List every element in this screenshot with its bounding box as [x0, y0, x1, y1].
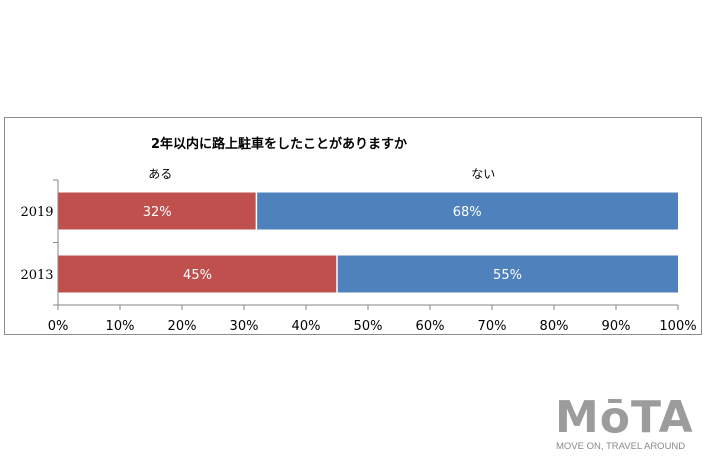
x-tick-label-2: 20%: [168, 319, 197, 334]
logo-wordmark: MōTA: [555, 392, 694, 443]
chart-frame: 2年以内に路上駐車をしたことがありますか ある ない 32% 68% 45% 55% 2…: [4, 117, 702, 335]
chart-title: 2年以内に路上駐車をしたことがありますか: [151, 136, 407, 152]
x-tick-label-9: 90%: [602, 319, 631, 334]
legend-label-0: ある: [148, 167, 172, 181]
x-tick-label-3: 30%: [230, 319, 259, 334]
x-tick-label-8: 80%: [540, 319, 569, 334]
category-label-2019: 2019: [20, 205, 53, 220]
x-tick-label-1: 10%: [106, 319, 135, 334]
bar-2019-1: [256, 192, 678, 230]
stacked-bar-chart: 2年以内に路上駐車をしたことがありますか ある ない 32% 68% 45% 55% 2…: [20, 136, 696, 334]
x-tick-label-4: 40%: [292, 319, 321, 334]
logo-tagline: MOVE ON, TRAVEL AROUND: [556, 441, 685, 452]
category-label-2013: 2013: [20, 268, 53, 283]
data-label-2013-0: 45%: [183, 268, 212, 283]
x-tick-label-5: 50%: [354, 319, 383, 334]
x-tick-label-6: 60%: [416, 319, 445, 334]
bar-2019-0: [58, 192, 257, 230]
x-tick-label-10: 100%: [659, 319, 696, 334]
bar-2013-1: [337, 255, 678, 293]
bar-2013-0: [58, 255, 337, 293]
mota-logo: MōTA MOVE ON, TRAVEL AROUND: [555, 392, 694, 452]
data-label-2013-1: 55%: [493, 268, 522, 283]
data-label-2019-0: 32%: [143, 205, 172, 220]
data-label-2019-1: 68%: [453, 205, 482, 220]
x-tick-label-7: 70%: [478, 319, 507, 334]
legend-label-1: ない: [471, 167, 495, 181]
x-tick-label-0: 0%: [48, 319, 69, 334]
